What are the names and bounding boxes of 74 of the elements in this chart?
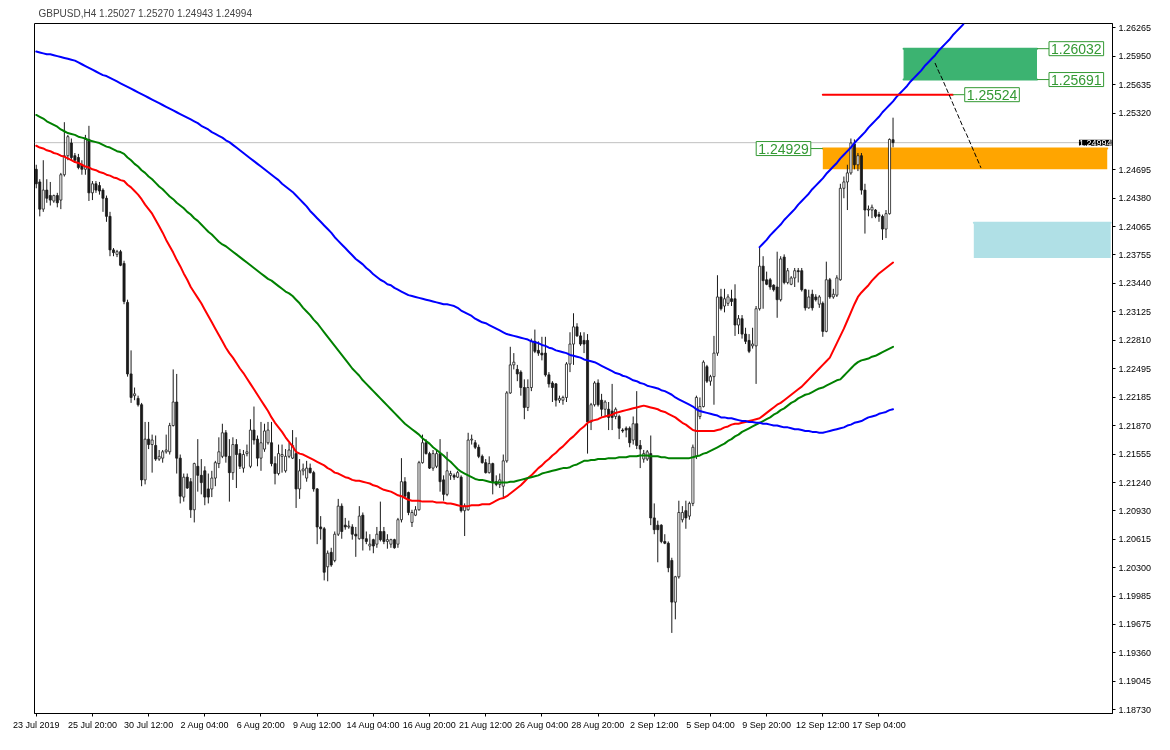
y-tick-label: 1.24065	[1118, 221, 1152, 232]
y-tick-label: 1.25635	[1118, 79, 1152, 90]
y-tick-label: 1.21240	[1118, 477, 1152, 488]
series-label: 1.25691	[1051, 71, 1102, 88]
candlestick	[48, 181, 52, 207]
candlestick	[452, 473, 456, 481]
y-tick-label: 1.21870	[1118, 420, 1152, 431]
y-tick-label: 1.22810	[1118, 335, 1152, 346]
y-tick-label: 1.24380	[1118, 193, 1152, 204]
y-tick-label: 1.25320	[1118, 108, 1152, 119]
candlestick	[241, 449, 245, 474]
candlestick	[280, 444, 284, 474]
candlestick	[684, 500, 688, 530]
candlestick	[656, 520, 660, 563]
candlestick	[41, 159, 45, 213]
candlestick	[610, 383, 614, 431]
y-tick-label: 1.25950	[1118, 51, 1152, 62]
candlestick	[445, 451, 449, 497]
candlestick	[723, 288, 726, 313]
y-tick-label: 1.23755	[1118, 249, 1152, 260]
x-tick-label: 16 Aug 20:00	[402, 719, 456, 730]
x-tick-label: 21 Aug 12:00	[458, 719, 512, 730]
candlestick	[635, 390, 639, 450]
y-tick-label: 1.22185	[1118, 392, 1152, 403]
x-tick-label: 2 Aug 04:00	[180, 719, 229, 730]
y-tick-label: 1.20615	[1118, 534, 1152, 545]
x-tick-label: 26 Aug 04:00	[515, 719, 569, 730]
candlestick	[199, 458, 203, 495]
candlestick	[150, 434, 154, 474]
x-tick-label: 30 Jul 12:00	[124, 719, 174, 730]
candlestick	[69, 138, 73, 161]
y-tick-label: 1.23125	[1118, 306, 1152, 317]
ref-line-label: 1.24994	[1078, 137, 1112, 148]
y-tick-label: 1.19045	[1118, 676, 1152, 687]
candlestick	[259, 421, 263, 472]
candlestick	[852, 138, 856, 170]
x-tick-label: 12 Sep 12:00	[796, 719, 850, 730]
y-tick-label: 1.23440	[1118, 278, 1152, 289]
candlestick	[807, 289, 811, 310]
x-tick-label: 23 Jul 2019	[12, 719, 60, 730]
x-tick-label: 9 Aug 12:00	[292, 719, 341, 730]
y-tick-label: 1.19985	[1118, 591, 1152, 602]
series-label: 1.25524	[966, 86, 1018, 103]
x-tick-label: 25 Jul 20:00	[67, 719, 117, 730]
y-tick-label: 1.18730	[1118, 704, 1152, 715]
x-tick-label: 6 Aug 20:00	[236, 719, 285, 730]
y-tick-label: 1.22495	[1118, 363, 1152, 374]
y-tick-label: 1.19675	[1118, 619, 1152, 630]
candlestick	[740, 314, 744, 340]
candlestick	[761, 255, 765, 310]
x-tick-label: 14 Aug 04:00	[346, 719, 400, 730]
y-tick-label: 1.26265	[1118, 22, 1152, 33]
candlestick	[881, 214, 884, 241]
candlestick	[206, 473, 210, 504]
candlestick	[628, 425, 632, 448]
candlestick	[659, 523, 663, 544]
line-series	[35, 50, 895, 434]
candlestick	[357, 505, 361, 541]
y-tick-label: 1.19360	[1118, 647, 1152, 658]
y-tick-label: 1.20300	[1118, 562, 1152, 573]
x-tick-label: 5 Sep 04:00	[686, 719, 735, 730]
y-tick-label: 1.21555	[1118, 449, 1152, 460]
candlestick	[631, 415, 635, 446]
x-tick-label: 9 Sep 20:00	[742, 719, 791, 730]
y-tick-label: 1.20930	[1118, 505, 1152, 516]
x-tick-label: 2 Sep 12:00	[629, 719, 679, 730]
candlestick	[810, 289, 814, 312]
series-label: 1.24929	[758, 140, 810, 157]
x-tick-label: 17 Sep 04:00	[852, 719, 906, 730]
chart-title: GBPUSD,H4 1.25027 1.25270 1.24943 1.24994	[38, 7, 253, 19]
y-tick-label: 1.24695	[1118, 164, 1152, 175]
line-series	[758, 23, 965, 249]
x-tick-label: 28 Aug 20:00	[571, 719, 625, 730]
series-label: 1.26032	[1051, 40, 1102, 57]
